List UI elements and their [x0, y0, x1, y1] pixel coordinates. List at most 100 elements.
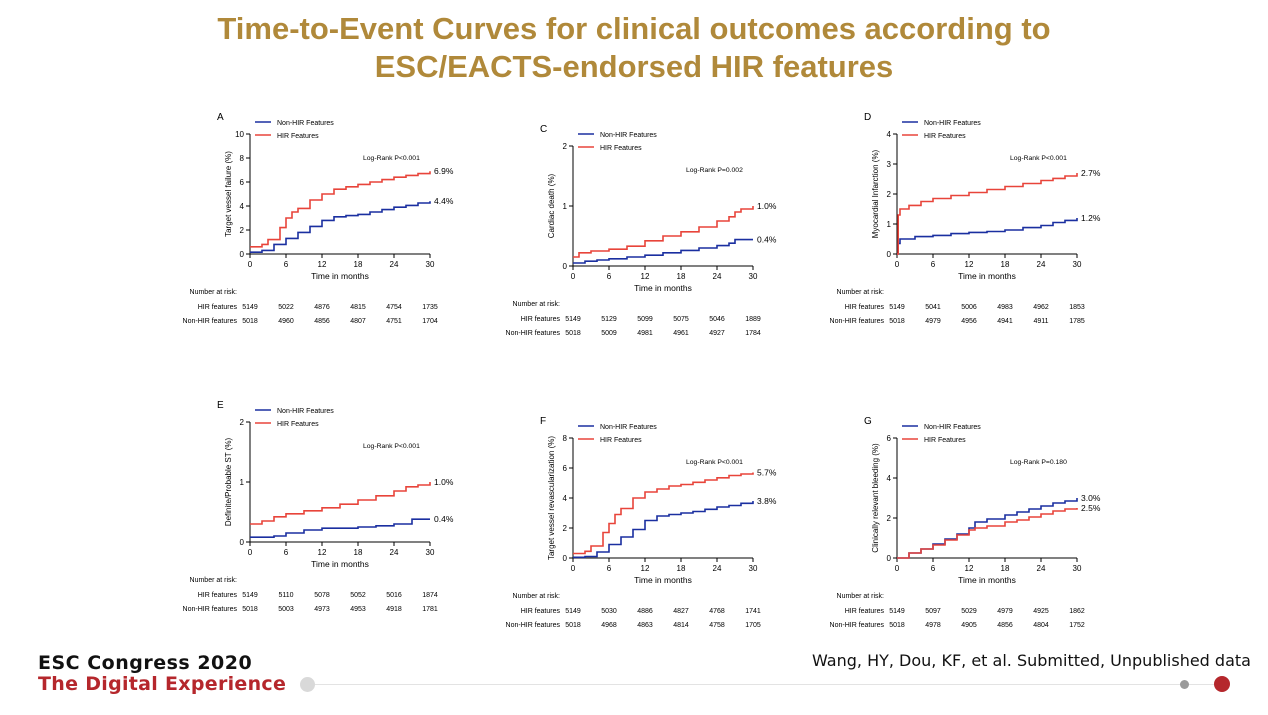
end-value-label: 6.9%	[434, 166, 454, 176]
x-tick-label: 18	[354, 260, 363, 269]
risk-cell-non-hir: 4981	[637, 330, 653, 337]
y-axis-label: Target vessel revascularization (%)	[547, 436, 556, 560]
x-tick-label: 6	[284, 548, 289, 557]
legend-label: HIR Features	[277, 133, 319, 140]
y-axis-label: Target vessel failure (%)	[224, 151, 233, 237]
risk-row-label: HIR features	[845, 608, 885, 615]
risk-table-header: Number at risk:	[837, 289, 885, 296]
risk-table-header: Number at risk:	[837, 593, 885, 600]
risk-cell-non-hir: 4751	[386, 318, 402, 325]
risk-table-header: Number at risk:	[513, 593, 561, 600]
x-tick-label: 30	[749, 272, 758, 281]
end-value-label: 1.0%	[434, 477, 454, 487]
y-tick-label: 4	[240, 202, 245, 211]
risk-cell-non-hir: 4758	[709, 622, 725, 629]
series-line-hir	[573, 472, 754, 555]
legend-label: HIR Features	[924, 133, 966, 140]
x-tick-label: 24	[390, 548, 399, 557]
risk-cell-hir: 5110	[278, 592, 293, 599]
x-tick-label: 12	[641, 564, 650, 573]
legend-label: Non-HIR Features	[924, 120, 981, 127]
y-tick-label: 0	[563, 262, 568, 271]
x-tick-label: 12	[641, 272, 650, 281]
risk-cell-non-hir: 5009	[601, 330, 617, 337]
risk-cell-non-hir: 5018	[242, 606, 258, 613]
series-line-hir	[897, 508, 1078, 559]
risk-cell-non-hir: 4856	[314, 318, 330, 325]
x-tick-label: 6	[607, 564, 612, 573]
risk-cell-non-hir: 4978	[925, 622, 941, 629]
risk-cell-non-hir: 5018	[242, 318, 258, 325]
pvalue-label: Log-Rank P=0.180	[1010, 459, 1067, 466]
legend-label: HIR Features	[924, 437, 966, 444]
x-tick-label: 18	[677, 564, 686, 573]
y-tick-label: 2	[240, 226, 245, 235]
panel-letter: D	[864, 112, 871, 123]
risk-cell-hir: 4815	[350, 304, 366, 311]
y-tick-label: 10	[235, 130, 244, 139]
risk-row-label: HIR features	[845, 304, 885, 311]
panel-letter: C	[540, 124, 547, 135]
risk-cell-non-hir: 4905	[961, 622, 977, 629]
slide-title: Time-to-Event Curves for clinical outcom…	[0, 10, 1268, 86]
pvalue-label: Log-Rank P<0.001	[363, 155, 420, 162]
x-tick-label: 24	[1037, 260, 1046, 269]
x-tick-label: 30	[1073, 564, 1082, 573]
x-tick-label: 30	[426, 548, 435, 557]
risk-cell-non-hir: 4961	[673, 330, 689, 337]
footer-divider	[308, 684, 1220, 685]
risk-row-label: Non-HIR features	[506, 330, 561, 337]
risk-cell-hir: 5097	[925, 608, 941, 615]
risk-cell-non-hir: 4960	[278, 318, 294, 325]
risk-cell-non-hir: 4814	[673, 622, 689, 629]
panel-E: E 0 1 2 0 6 12 18 24 30 Time in months Definite/Pro…	[165, 396, 465, 626]
x-tick-label: 30	[426, 260, 435, 269]
y-tick-label: 6	[563, 464, 568, 473]
x-tick-label: 24	[1037, 564, 1046, 573]
risk-cell-non-hir: 4927	[709, 330, 725, 337]
y-tick-label: 2	[563, 524, 568, 533]
end-value-label: 2.5%	[1081, 503, 1101, 513]
panel-F: F 0 2 4 6 8 0 6 12 18 24 30 Time in months Target ves…	[488, 412, 788, 642]
x-tick-label: 12	[318, 260, 327, 269]
series-line-hir	[250, 171, 431, 248]
risk-table-header: Number at risk:	[190, 289, 238, 296]
y-tick-label: 3	[887, 160, 892, 169]
risk-cell-hir: 4827	[673, 608, 689, 615]
series-line-non-hir	[250, 201, 431, 253]
y-axis-label: Definite/Probable ST (%)	[224, 438, 233, 527]
risk-cell-non-hir: 5018	[889, 318, 905, 325]
x-tick-label: 0	[895, 564, 900, 573]
risk-table-header: Number at risk:	[513, 301, 561, 308]
x-tick-label: 18	[354, 548, 363, 557]
congress-logo-line1: ESC Congress 2020	[38, 652, 253, 674]
y-tick-label: 8	[563, 434, 568, 443]
x-tick-label: 0	[895, 260, 900, 269]
pvalue-label: Log-Rank P=0.002	[686, 167, 743, 174]
risk-cell-hir: 4768	[709, 608, 725, 615]
y-tick-label: 0	[563, 554, 568, 563]
risk-row-label: Non-HIR features	[830, 622, 885, 629]
panel-letter: E	[217, 400, 224, 411]
legend-label: HIR Features	[600, 145, 642, 152]
risk-cell-non-hir: 1752	[1069, 622, 1085, 629]
x-tick-label: 18	[1001, 564, 1010, 573]
citation-text: Wang, HY, Dou, KF, et al. Submitted, Unp…	[812, 651, 1251, 670]
risk-cell-hir: 4876	[314, 304, 330, 311]
risk-cell-hir: 5075	[673, 316, 689, 323]
y-axis-label: Clinically relevant bleeding (%)	[871, 443, 880, 553]
slide-title-line1: Time-to-Event Curves for clinical outcom…	[217, 11, 1051, 46]
risk-cell-hir: 5078	[314, 592, 330, 599]
legend-label: Non-HIR Features	[600, 424, 657, 431]
y-tick-label: 1	[563, 202, 568, 211]
nav-dot-start	[300, 677, 315, 692]
x-tick-label: 18	[1001, 260, 1010, 269]
risk-cell-hir: 1853	[1069, 304, 1085, 311]
risk-cell-hir: 5149	[565, 316, 581, 323]
risk-cell-non-hir: 5018	[565, 330, 581, 337]
risk-cell-hir: 4983	[997, 304, 1013, 311]
risk-cell-hir: 4886	[637, 608, 653, 615]
series-line-hir	[573, 206, 754, 258]
